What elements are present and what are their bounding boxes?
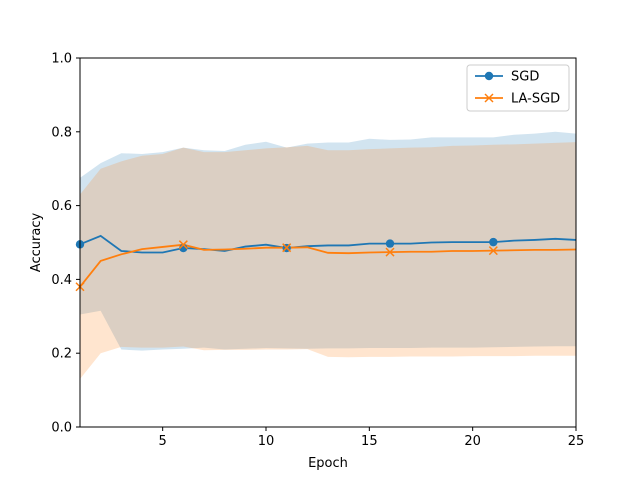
x-tick-label: 25	[568, 434, 585, 449]
legend-sgd-marker	[484, 71, 494, 81]
la-sgd-band	[80, 142, 576, 380]
la-sgd-point	[488, 246, 498, 256]
y-tick-label: 0.6	[51, 199, 72, 214]
y-tick-label: 0.2	[51, 347, 72, 362]
sgd-point	[385, 239, 395, 248]
confidence-bands	[80, 131, 576, 380]
la-sgd-point	[385, 247, 395, 257]
x-tick-label: 10	[258, 434, 275, 449]
legend-item-la-sgd: LA-SGD	[475, 92, 560, 107]
y-axis-title: Accuracy	[29, 213, 44, 273]
legend: SGD LA-SGD	[466, 64, 570, 112]
x-tick-label: 15	[361, 434, 378, 449]
la-sgd-point	[282, 243, 292, 253]
x-tick-label: 20	[464, 434, 481, 449]
y-tick-label: 0.8	[51, 125, 72, 140]
legend-label-la-sgd: LA-SGD	[511, 92, 560, 107]
y-tick-label: 0.0	[51, 421, 72, 436]
x-axis: 5 10 15 20 25	[159, 427, 585, 449]
x-tick-label: 5	[159, 434, 167, 449]
legend-item-sgd: SGD	[475, 70, 539, 85]
y-tick-label: 1.0	[51, 52, 72, 67]
sgd-band	[80, 131, 576, 351]
y-axis: 0.0 0.2 0.4 0.6 0.8 1.0	[51, 52, 80, 436]
x-axis-title: Epoch	[308, 456, 348, 471]
sgd-point	[489, 237, 498, 247]
plot-frame	[79, 57, 577, 428]
legend-la-sgd-marker	[484, 93, 494, 103]
y-tick-label: 0.4	[51, 273, 72, 288]
la-sgd-point	[178, 240, 188, 250]
series-markers	[75, 237, 498, 292]
legend-label-sgd: SGD	[511, 70, 539, 85]
